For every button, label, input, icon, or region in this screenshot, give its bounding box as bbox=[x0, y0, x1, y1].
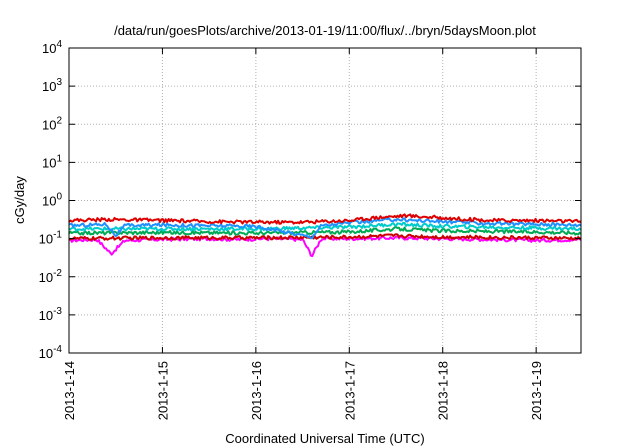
x-tick-label: 2013-1-16 bbox=[249, 361, 264, 420]
series-line bbox=[68, 226, 582, 236]
y-tick-label: 10-1 bbox=[39, 230, 63, 247]
series-line bbox=[68, 221, 582, 232]
y-tick-label: 100 bbox=[42, 192, 62, 209]
x-tick-label: 2013-1-15 bbox=[155, 361, 170, 420]
y-axis-label: cGy/day bbox=[12, 176, 27, 224]
series-line bbox=[68, 233, 582, 241]
y-tick-label: 10-2 bbox=[39, 268, 63, 285]
x-tick-label: 2013-1-18 bbox=[436, 361, 451, 420]
x-tick-label: 2013-1-14 bbox=[62, 361, 77, 420]
y-tick-label: 10-3 bbox=[39, 306, 63, 323]
x-tick-label: 2013-1-17 bbox=[342, 361, 357, 420]
y-tick-label: 104 bbox=[42, 39, 62, 56]
grid bbox=[69, 48, 581, 353]
y-tick-label: 103 bbox=[42, 77, 62, 94]
y-tick-label: 10-4 bbox=[39, 344, 63, 361]
series-line bbox=[68, 213, 582, 225]
y-axis: 104 103 102 101 100 10-1 10-2 10-3 10-4 bbox=[39, 39, 581, 361]
series-line bbox=[68, 217, 582, 240]
x-axis-label: Coordinated Universal Time (UTC) bbox=[225, 431, 424, 446]
x-axis: 2013-1-14 2013-1-15 2013-1-16 2013-1-17 2013… bbox=[62, 48, 544, 420]
series-layer bbox=[68, 213, 582, 258]
series-line bbox=[68, 235, 582, 258]
x-tick-label: 2013-1-19 bbox=[529, 361, 544, 420]
y-tick-label: 101 bbox=[42, 153, 62, 170]
y-tick-label: 102 bbox=[42, 115, 62, 132]
chart-title: /data/run/goesPlots/archive/2013-01-19/1… bbox=[114, 23, 536, 38]
